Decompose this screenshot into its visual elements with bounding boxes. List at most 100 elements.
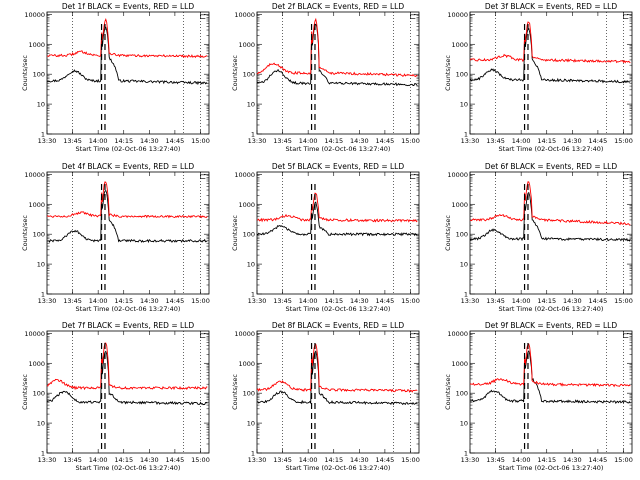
y-tick-label: 1 (464, 291, 468, 299)
chart-title: Det 2f BLACK = Events, RED = LLD (272, 2, 405, 11)
x-axis-label: Start Time (02-Oct-06 13:27:40) (286, 145, 391, 153)
x-tick-label: 14:00 (512, 456, 531, 464)
series-line-lld (256, 343, 418, 393)
x-tick-label: 13:30 (248, 137, 267, 145)
y-tick-label: 10000 (24, 171, 45, 179)
series-line-events (46, 189, 208, 244)
x-tick-label: 14:15 (324, 137, 343, 145)
series-line-lld (256, 17, 418, 78)
chart-panel-9: Det 9f BLACK = Events, RED = LLD 1 10 100 10… (444, 321, 633, 472)
series-line-lld (469, 21, 631, 64)
plot-frame (469, 171, 633, 295)
x-tick-label: 14:15 (324, 456, 343, 464)
x-tick-label: 13:30 (38, 297, 57, 305)
x-tick-label: 13:45 (486, 137, 505, 145)
flag-marker: ⊏ (409, 12, 416, 21)
x-tick-label: 13:45 (63, 137, 82, 145)
y-axis-label: Counts/sec (231, 55, 239, 91)
series-line-lld (47, 18, 208, 59)
x-tick-label: 13:45 (486, 456, 505, 464)
y-tick-label: 10 (37, 420, 45, 428)
x-tick-label: 14:00 (89, 137, 108, 145)
x-axis-label: Start Time (02-Oct-06 13:27:40) (286, 464, 391, 472)
y-tick-label: 100 (456, 390, 468, 398)
x-tick-label: 13:30 (38, 456, 57, 464)
y-tick-label: 10000 (234, 11, 255, 19)
series-line-lld (469, 181, 631, 226)
x-tick-label: 13:45 (273, 137, 292, 145)
x-tick-label: 15:00 (191, 456, 210, 464)
x-axis-label: Start Time (02-Oct-06 13:27:40) (76, 145, 181, 153)
y-tick-label: 10 (247, 420, 255, 428)
x-tick-label: 14:00 (512, 297, 531, 305)
x-tick-label: 14:00 (299, 297, 318, 305)
x-axis-label: Start Time (02-Oct-06 13:27:40) (76, 464, 181, 472)
y-tick-label: 1000 (28, 360, 45, 368)
x-tick-label: 15:00 (401, 137, 420, 145)
chart-title: Det 8f BLACK = Events, RED = LLD (272, 321, 405, 330)
x-tick-label: 14:45 (376, 137, 395, 145)
y-tick-label: 10 (37, 261, 45, 269)
x-tick-label: 14:15 (114, 297, 133, 305)
x-tick-label: 14:45 (376, 456, 395, 464)
flag-marker: ⊏ (409, 172, 416, 181)
y-tick-label: 1000 (238, 41, 255, 49)
x-tick-label: 15:00 (614, 456, 633, 464)
chart-panel-6: Det 6f BLACK = Events, RED = LLD 1 10 100 10… (444, 162, 633, 313)
flag-marker: ⊏ (622, 331, 629, 340)
flag-marker: ⊏ (622, 172, 629, 181)
x-tick-label: 13:30 (248, 297, 267, 305)
x-tick-label: 14:00 (512, 137, 531, 145)
x-tick-label: 14:00 (89, 456, 108, 464)
series-line-events (469, 191, 631, 242)
chart-title: Det 5f BLACK = Events, RED = LLD (272, 162, 405, 171)
chart-title: Det 4f BLACK = Events, RED = LLD (62, 162, 195, 171)
flag-marker: ⊏ (409, 331, 416, 340)
x-tick-label: 13:30 (248, 456, 267, 464)
y-tick-label: 10 (460, 261, 468, 269)
y-tick-label: 1 (41, 131, 45, 139)
y-tick-label: 10000 (234, 330, 255, 338)
y-tick-label: 10 (247, 261, 255, 269)
x-tick-label: 14:15 (114, 456, 133, 464)
series-line-lld (469, 343, 631, 388)
x-tick-label: 14:45 (166, 297, 185, 305)
chart-title: Det 1f BLACK = Events, RED = LLD (62, 2, 195, 11)
plot-frame (256, 11, 420, 135)
series-line-lld (46, 342, 208, 391)
series-line-events (469, 350, 631, 404)
series-line-events (256, 23, 418, 87)
x-tick-label: 14:30 (563, 137, 582, 145)
x-tick-label: 13:45 (63, 297, 82, 305)
x-tick-label: 14:30 (140, 456, 159, 464)
y-tick-label: 100 (243, 390, 255, 398)
x-tick-label: 13:45 (273, 456, 292, 464)
plot-frame (46, 330, 210, 454)
y-tick-label: 10000 (447, 330, 468, 338)
x-tick-label: 15:00 (401, 297, 420, 305)
y-tick-label: 1 (251, 291, 255, 299)
y-axis-label: Counts/sec (231, 215, 239, 251)
y-tick-label: 10000 (447, 171, 468, 179)
x-tick-label: 15:00 (614, 137, 633, 145)
y-tick-label: 1 (41, 291, 45, 299)
y-tick-label: 10000 (24, 330, 45, 338)
series-line-events (256, 350, 418, 406)
chart-panel-8: Det 8f BLACK = Events, RED = LLD 1 10 100 10… (231, 321, 420, 472)
plot-frame (46, 11, 210, 135)
x-tick-label: 14:45 (166, 137, 185, 145)
series-line-events (469, 28, 631, 84)
x-axis-label: Start Time (02-Oct-06 13:27:40) (499, 305, 604, 313)
y-tick-label: 10 (247, 101, 255, 109)
y-tick-label: 1 (464, 131, 468, 139)
x-tick-label: 13:30 (461, 137, 480, 145)
y-tick-label: 100 (33, 71, 45, 79)
chart-title: Det 3f BLACK = Events, RED = LLD (485, 2, 618, 11)
y-axis-label: Counts/sec (231, 374, 239, 410)
x-tick-label: 13:45 (63, 456, 82, 464)
y-tick-label: 1 (251, 131, 255, 139)
chart-panel-5: Det 5f BLACK = Events, RED = LLD 1 10 100 10… (231, 162, 420, 313)
y-tick-label: 1000 (451, 41, 468, 49)
plot-frame (256, 171, 420, 295)
